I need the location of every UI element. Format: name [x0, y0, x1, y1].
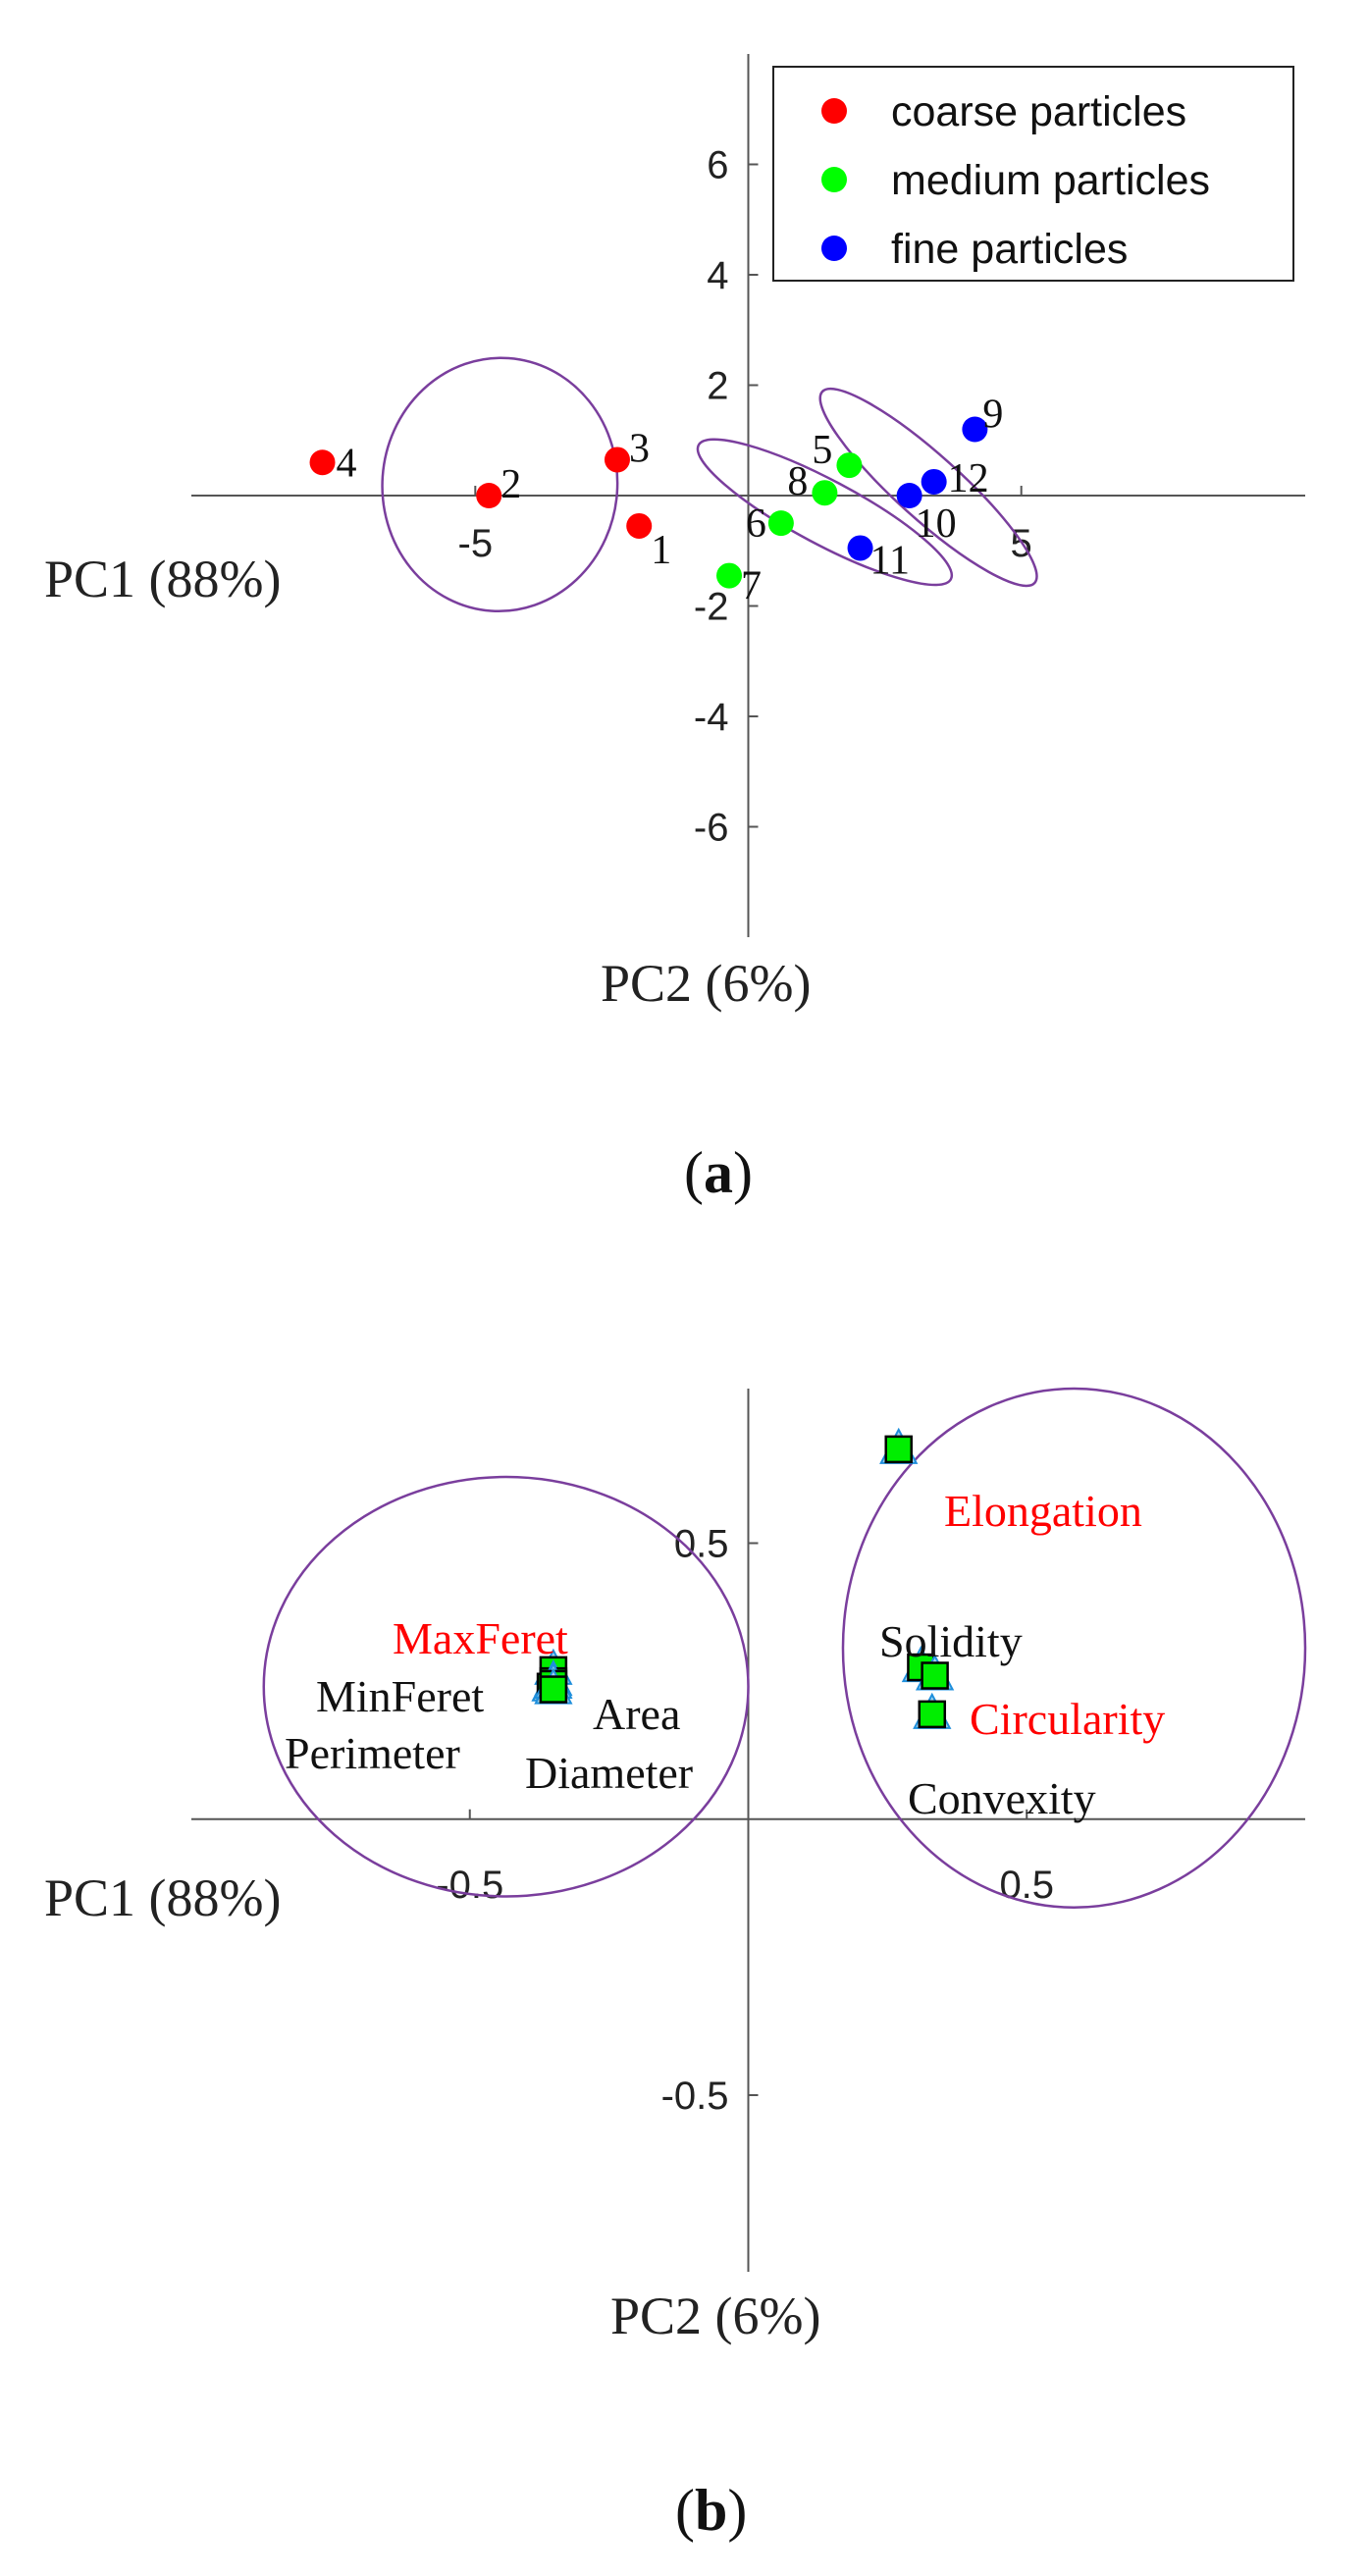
legend-entry: coarse particles	[891, 88, 1186, 135]
panel-label-a-text: (a)	[684, 1140, 753, 1205]
loading-square-marker	[921, 1661, 949, 1690]
legend-entry: medium particles	[891, 157, 1210, 204]
y-tick-label: 4	[707, 254, 728, 297]
loading-square-marker	[884, 1435, 913, 1464]
y-tick-label: 6	[707, 144, 728, 187]
variable-label: Area	[593, 1689, 680, 1739]
data-point-label: 9	[982, 393, 1003, 438]
data-point	[896, 483, 922, 508]
data-point	[309, 449, 336, 476]
loading-square-marker	[918, 1700, 947, 1729]
y-axis-title: PC2 (6%)	[610, 2287, 821, 2345]
cluster-ellipse	[818, 387, 1038, 588]
legend-marker	[821, 236, 847, 261]
cluster-ellipse	[696, 438, 954, 587]
data-point	[626, 512, 653, 539]
cluster-ellipse	[841, 1387, 1307, 1909]
y-tick-label: -0.5	[661, 2075, 729, 2118]
legend-marker	[821, 167, 847, 192]
legend-entry: fine particles	[891, 226, 1128, 273]
data-point-label: 6	[746, 501, 766, 547]
data-point-label: 5	[812, 428, 832, 473]
panel-label-b-text: (b)	[675, 2478, 747, 2543]
data-point	[716, 562, 743, 589]
variable-label: Elongation	[944, 1486, 1142, 1536]
y-axis-title: PC2 (6%)	[601, 954, 812, 1013]
x-axis-title: PC1 (88%)	[44, 1868, 282, 1927]
x-tick-label: -0.5	[436, 1864, 503, 1907]
y-tick-label: -4	[694, 696, 729, 739]
data-point	[476, 483, 502, 508]
data-point-label: 11	[870, 538, 910, 583]
x-tick-label: 0.5	[999, 1864, 1054, 1907]
variable-label: Solidity	[879, 1616, 1023, 1666]
data-point	[836, 452, 863, 479]
variable-label: Convexity	[908, 1773, 1096, 1823]
data-point-label: 3	[629, 426, 650, 471]
data-point-label: 1	[651, 528, 671, 573]
data-point	[962, 416, 988, 443]
y-tick-label: -6	[694, 807, 729, 850]
cluster-ellipse	[262, 1475, 750, 1898]
loading-square-marker	[539, 1675, 568, 1704]
data-point	[812, 480, 838, 506]
data-point	[604, 447, 630, 473]
data-point	[847, 535, 873, 561]
y-tick-label: 2	[707, 365, 728, 408]
variable-label: MinFeret	[316, 1671, 484, 1721]
legend-marker	[821, 98, 847, 124]
variable-label: MaxFeret	[393, 1613, 568, 1663]
variable-label: Diameter	[525, 1748, 693, 1798]
data-point	[767, 510, 794, 537]
data-point	[921, 468, 947, 495]
x-axis-title: PC1 (88%)	[44, 550, 282, 608]
variable-label: Perimeter	[285, 1728, 460, 1778]
data-point-label: 4	[337, 441, 357, 486]
cluster-ellipse	[381, 356, 619, 613]
legend-box	[772, 66, 1294, 282]
data-point-label: 2	[500, 462, 521, 507]
x-tick-label: -5	[458, 522, 494, 565]
data-point-label: 7	[741, 564, 762, 609]
variable-label: Circularity	[970, 1694, 1165, 1744]
y-tick-label: -2	[694, 586, 729, 629]
data-point-label: 8	[787, 459, 808, 504]
data-point-label: 12	[948, 456, 989, 501]
data-point-label: 10	[916, 501, 957, 547]
